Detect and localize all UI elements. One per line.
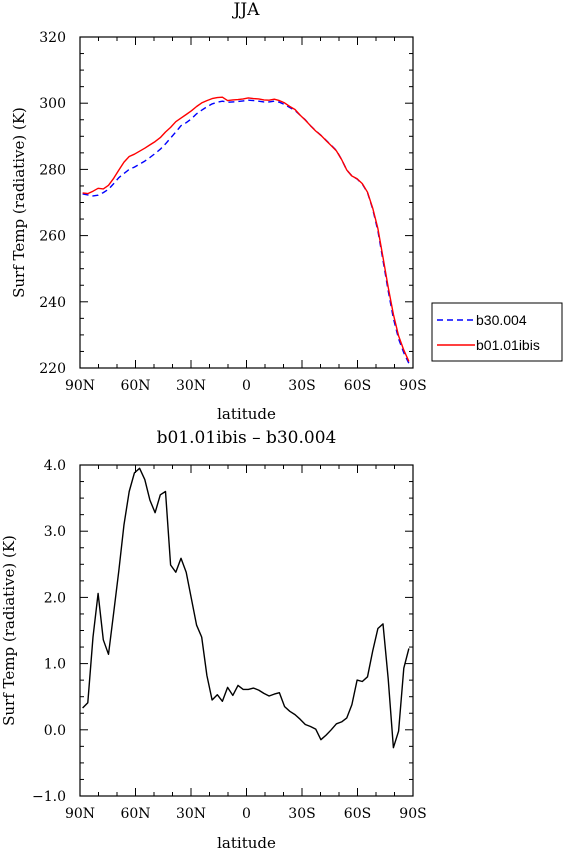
top-chart-panel: JJA 90N 60N 30N 0 30S 60S 90S 220 240 260 280 300 32…: [10, 0, 427, 423]
bottom-x-tick-label: 30N: [176, 806, 206, 822]
bottom-chart-panel: b01.01ibis – b30.004 90N 60N 30N 0 30S 60S 90S…: [0, 428, 427, 851]
bottom-x-tick-label: 30S: [288, 806, 315, 822]
bottom-series-line-0: [82, 467, 410, 749]
top-x-tick-label: 90N: [65, 378, 95, 394]
top-y-tick-label: 300: [39, 96, 66, 112]
top-chart-title: JJA: [232, 0, 261, 20]
bottom-y-tick-label: 0.0: [44, 723, 66, 739]
top-x-tick-label: 60S: [344, 378, 371, 394]
top-x-tick-label: 0: [242, 378, 251, 394]
top-x-tick-label: 30N: [176, 378, 206, 394]
bottom-x-tick-label: 60S: [344, 806, 371, 822]
bottom-x-axis-label: latitude: [217, 834, 276, 851]
top-x-tick-label: 60N: [120, 378, 150, 394]
bottom-y-tick-label: −1.0: [32, 789, 66, 805]
top-y-tick-label: 320: [39, 30, 66, 46]
bottom-y-tick-label: 1.0: [44, 657, 66, 673]
top-x-axis-label: latitude: [217, 405, 276, 423]
bottom-y-tick-label: 3.0: [44, 524, 66, 540]
bottom-x-tick-label: 90N: [65, 806, 95, 822]
legend: b30.004 b01.01ibis: [431, 302, 563, 362]
top-y-axis-label: Surf Temp (radiative) (K): [10, 107, 28, 298]
bottom-x-tick-label: 90S: [399, 806, 426, 822]
top-series-group: [82, 96, 410, 364]
top-x-tick-label: 30S: [288, 378, 315, 394]
legend-label-b30-004: b30.004: [476, 312, 527, 328]
bottom-series-group: [82, 467, 410, 749]
top-ticks: 90N 60N 30N 0 30S 60S 90S 220 240 260 280 300 320: [39, 30, 426, 394]
bottom-y-tick-label: 4.0: [44, 458, 66, 474]
top-x-tick-label: 90S: [399, 378, 426, 394]
legend-box: [431, 302, 563, 362]
bottom-x-tick-label: 60N: [120, 806, 150, 822]
top-series-line-b30-004: [82, 99, 410, 364]
legend-label-b01-01ibis: b01.01ibis: [476, 337, 540, 353]
top-y-tick-label: 240: [39, 295, 66, 311]
bottom-x-tick-label: 0: [242, 806, 251, 822]
bottom-ticks: 90N 60N 30N 0 30S 60S 90S −1.0 0.0 1.0 2.0 3.0 4.0: [32, 458, 427, 822]
top-series-line-b01-01ibis: [82, 96, 410, 362]
bottom-chart-title: b01.01ibis – b30.004: [157, 428, 337, 448]
bottom-y-axis-label: Surf Temp (radiative) (K): [0, 535, 18, 726]
top-y-tick-label: 220: [39, 361, 66, 377]
bottom-plot-frame: [79, 464, 414, 797]
top-plot-frame: [79, 36, 414, 369]
bottom-y-tick-label: 2.0: [44, 590, 66, 606]
top-y-tick-label: 280: [39, 162, 66, 178]
top-y-tick-label: 260: [39, 229, 66, 245]
